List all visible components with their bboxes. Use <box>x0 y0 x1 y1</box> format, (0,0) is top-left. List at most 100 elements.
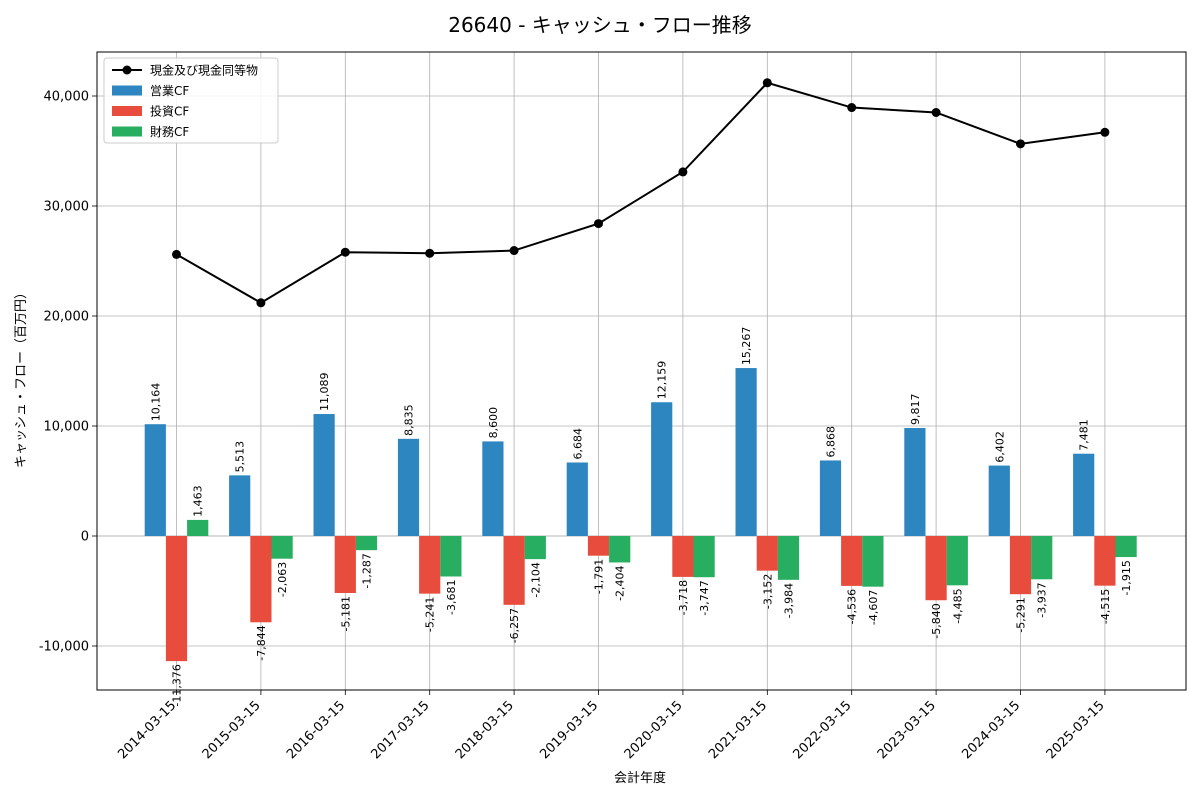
bar-value-label: -1,791 <box>593 559 606 594</box>
bar <box>144 424 166 536</box>
x-tick-label: 2025-03-15 <box>1044 698 1108 762</box>
bar <box>904 428 926 536</box>
bar <box>1115 536 1137 558</box>
chart-title: 26640 - キャッシュ・フロー推移 <box>448 13 752 37</box>
bar-value-label: 11,089 <box>318 373 331 412</box>
x-tick-label: 2021-03-15 <box>706 698 770 762</box>
legend-box <box>103 57 279 144</box>
y-axis-title: キャッシュ・フロー（百万円） <box>14 286 29 468</box>
x-tick-label: 2018-03-15 <box>453 698 517 762</box>
x-tick-label: 2017-03-15 <box>368 698 432 762</box>
bar <box>735 368 757 536</box>
cash-point <box>931 108 941 117</box>
bar-value-label: -11,376 <box>171 664 184 706</box>
bar <box>1031 536 1053 580</box>
legend-swatch <box>112 106 142 116</box>
bar <box>229 475 251 536</box>
bar-value-label: -3,718 <box>677 580 690 615</box>
bar-value-label: -3,984 <box>783 583 796 618</box>
cash-point <box>425 248 435 258</box>
bar <box>862 536 884 587</box>
bar-value-label: -1,915 <box>1120 560 1133 595</box>
bar <box>524 536 546 560</box>
legend-label: 現金及び現金同等物 <box>150 63 258 78</box>
bar-value-label: -2,063 <box>276 562 289 597</box>
cash-point <box>762 78 772 88</box>
legend-swatch <box>112 126 142 137</box>
bar-value-label: 6,684 <box>571 428 584 460</box>
y-tick-label: 20,000 <box>44 310 90 325</box>
y-tick-label: 10,000 <box>44 420 90 435</box>
bar <box>756 536 778 571</box>
bar-value-label: 10,164 <box>149 383 162 422</box>
cash-point <box>1016 139 1025 149</box>
legend-marker <box>122 65 132 75</box>
y-tick-label: -10,000 <box>39 640 89 655</box>
legend-label: 営業CF <box>150 84 189 98</box>
x-tick-label: 2015-03-15 <box>200 698 264 762</box>
bar-value-label: -2,404 <box>614 565 627 600</box>
axes: -10,000 0 10,000 20,000 30,000 40,000 2014-03-… <box>39 51 1187 762</box>
bar-value-label: 8,600 <box>487 407 500 439</box>
bar-value-label: -6,257 <box>508 608 521 643</box>
bar-value-label: 6,868 <box>825 426 838 458</box>
bar <box>672 536 694 577</box>
cash-point <box>256 298 266 308</box>
bar-value-label: -5,181 <box>339 596 352 631</box>
cash-line-path <box>176 81 1106 304</box>
bar <box>313 414 335 536</box>
bar-value-label: 5,513 <box>234 441 247 473</box>
bar-value-label: -3,747 <box>698 580 711 615</box>
x-tick-label: 2014-03-15 <box>115 698 179 762</box>
bar-value-label: 12,159 <box>656 361 669 400</box>
bar <box>609 536 631 563</box>
bar <box>777 536 800 580</box>
bar-value-label: -5,840 <box>930 603 943 638</box>
bar <box>165 536 188 662</box>
bar-value-label: -2,104 <box>529 562 542 597</box>
bar-value-label: 8,835 <box>403 404 416 436</box>
x-tick-label: 2019-03-15 <box>537 698 601 762</box>
bar-value-label: -3,152 <box>761 574 774 609</box>
bar-value-label: -3,937 <box>1036 582 1049 617</box>
legend-label: 財務CF <box>150 124 189 139</box>
x-tick-label: 2020-03-15 <box>622 698 686 762</box>
bar-value-label: -4,607 <box>867 590 880 625</box>
cash-point <box>594 219 603 229</box>
legend-label: 投資CF <box>150 104 189 119</box>
bar <box>651 402 673 536</box>
bar <box>693 536 715 578</box>
plot-frame <box>96 51 1187 691</box>
cash-point <box>340 247 350 257</box>
x-tick-label: 2024-03-15 <box>959 698 1023 762</box>
bars <box>144 368 1137 662</box>
bar <box>988 465 1010 536</box>
legend-swatch <box>112 85 142 96</box>
bar-value-label: -3,681 <box>445 579 458 614</box>
bar-value-label: 6,402 <box>993 431 1006 463</box>
y-tick-label: 30,000 <box>44 200 90 215</box>
y-tick-label: 0 <box>81 530 89 545</box>
y-tick-label: 40,000 <box>44 90 90 105</box>
bar-value-label: 1,463 <box>192 485 205 517</box>
bar <box>397 438 420 536</box>
bar-value-label: 7,481 <box>1078 419 1091 451</box>
bar <box>250 536 272 623</box>
cash-point <box>1100 127 1110 137</box>
bar <box>1094 536 1116 586</box>
x-tick-label: 2023-03-15 <box>875 698 939 762</box>
bar <box>482 441 504 536</box>
data-labels: 10,164 5,513 11,089 8,835 8,600 6,684 12,159 15… <box>149 327 1133 707</box>
bar-value-label: -4,536 <box>846 589 859 624</box>
bar <box>419 536 441 594</box>
cash-point <box>509 246 519 256</box>
bar <box>1073 453 1095 536</box>
bar <box>187 519 209 536</box>
bar-value-label: -5,241 <box>424 597 437 632</box>
bar <box>334 536 356 593</box>
cash-line <box>172 78 1110 308</box>
bar-value-label: 9,817 <box>909 394 922 426</box>
